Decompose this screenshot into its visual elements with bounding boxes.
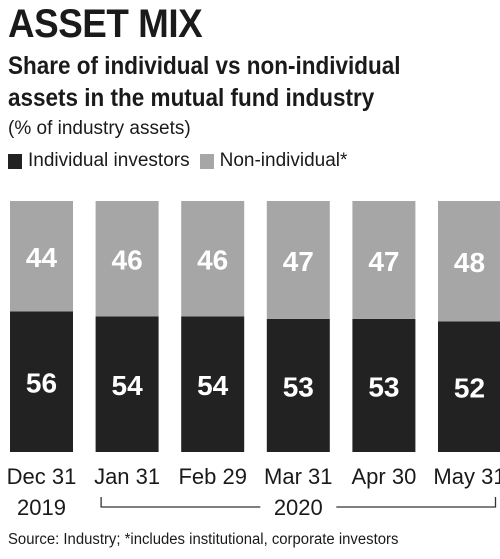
year-label: 2020 bbox=[274, 495, 323, 520]
bar-segment-non-individual bbox=[352, 201, 416, 319]
data-label-non-individual: 44 bbox=[26, 242, 58, 273]
legend-label-non-individual: Non-individual* bbox=[219, 150, 348, 171]
x-tick-label: Jan 31 bbox=[94, 464, 160, 489]
stacked-bar-chart: 56 44 Dec 31 54 46 Jan 31 54 46 Feb 29 53 47 Mar 31… bbox=[7, 201, 500, 520]
data-label-individual: 56 bbox=[26, 368, 57, 399]
x-tick-label: Feb 29 bbox=[178, 464, 247, 489]
bar-segment-individual bbox=[95, 316, 159, 452]
bar-segment-non-individual bbox=[438, 201, 500, 322]
bar-segment-individual bbox=[181, 316, 245, 452]
x-tick-label: Apr 30 bbox=[351, 464, 416, 489]
legend-swatch-non-individual bbox=[199, 153, 214, 169]
bar-segment-non-individual bbox=[266, 201, 330, 319]
legend-swatch-individual bbox=[8, 153, 22, 169]
year-bracket-left bbox=[100, 497, 261, 508]
chart-title: ASSET MIX bbox=[8, 2, 203, 46]
x-tick-label: Dec 31 bbox=[7, 464, 77, 489]
data-label-non-individual: 46 bbox=[197, 245, 228, 276]
bar-segment-individual bbox=[266, 318, 330, 452]
legend-item-individual: Individual investors bbox=[8, 150, 190, 172]
chart-subtitle: Share of individual vs non-individual as… bbox=[8, 52, 401, 112]
unit-label: (% of industry assets) bbox=[8, 118, 191, 139]
legend: Individual investors Non-individual* bbox=[8, 150, 357, 172]
data-label-individual: 54 bbox=[197, 370, 229, 401]
data-label-non-individual: 46 bbox=[112, 245, 143, 276]
data-label-individual: 52 bbox=[454, 373, 485, 404]
data-label-non-individual: 47 bbox=[283, 246, 314, 277]
legend-item-non-individual: Non-individual* bbox=[199, 150, 348, 172]
bar-segment-non-individual bbox=[10, 201, 73, 312]
bar-segment-non-individual bbox=[181, 201, 245, 317]
data-label-individual: 53 bbox=[283, 371, 314, 402]
data-label-non-individual: 48 bbox=[454, 247, 485, 278]
year-label: 2019 bbox=[17, 495, 66, 520]
data-label-individual: 54 bbox=[112, 370, 144, 401]
bar-segment-non-individual bbox=[95, 201, 159, 317]
x-tick-label: May 31 bbox=[433, 464, 500, 489]
year-bracket-right bbox=[336, 497, 497, 508]
data-label-non-individual: 47 bbox=[368, 246, 399, 277]
x-tick-label: Mar 31 bbox=[264, 464, 332, 489]
bar-segment-individual bbox=[10, 311, 73, 452]
data-label-individual: 53 bbox=[368, 371, 399, 402]
bar-segment-individual bbox=[438, 321, 500, 452]
source-note: Source: Industry; *includes institutiona… bbox=[8, 531, 399, 548]
bar-segment-individual bbox=[352, 318, 416, 452]
legend-label-individual: Individual investors bbox=[28, 150, 190, 171]
